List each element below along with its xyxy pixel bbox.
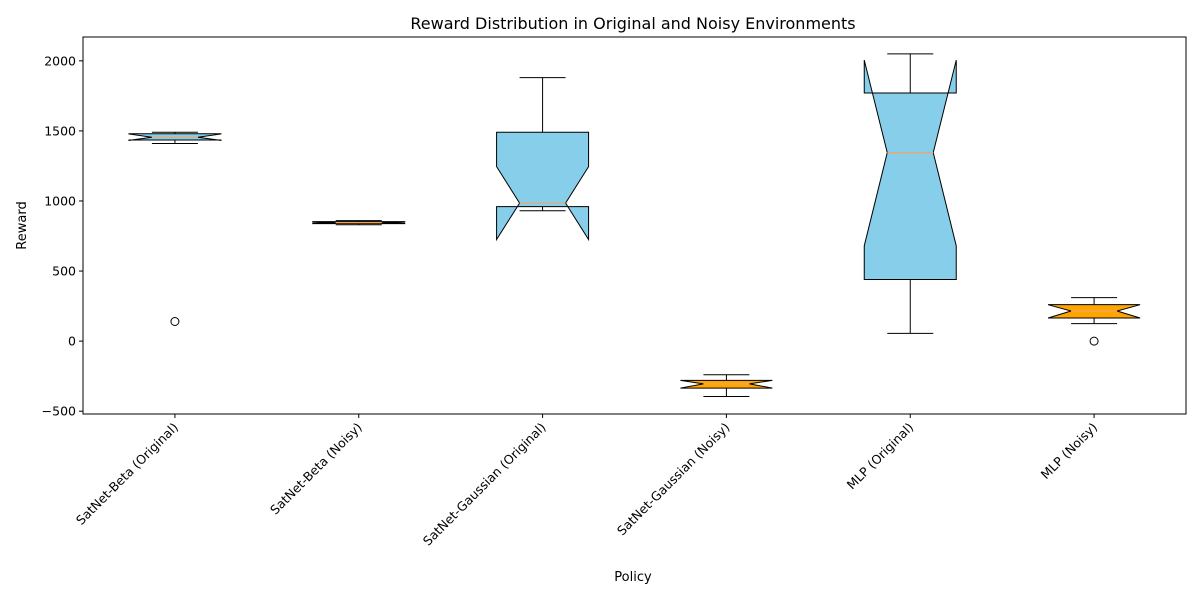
y-tick-label: 1000 — [44, 193, 76, 208]
chart-title: Reward Distribution in Original and Nois… — [410, 14, 855, 33]
x-tick-label: MLP (Noisy) — [1038, 420, 1101, 483]
y-tick-label: 0 — [68, 334, 76, 349]
x-tick-label: SatNet-Gaussian (Noisy) — [614, 420, 733, 539]
box-original — [863, 59, 957, 280]
x-axis-label: Policy — [614, 570, 652, 585]
y-tick-label: −500 — [42, 404, 76, 419]
x-tick-label: MLP (Original) — [844, 420, 917, 493]
y-tick-label: 2000 — [44, 53, 76, 68]
box-original — [496, 131, 590, 242]
y-tick-label: 500 — [52, 264, 76, 279]
outlier-point — [1089, 336, 1099, 346]
y-axis-label: Reward — [15, 201, 30, 249]
x-tick-label: SatNet-Gaussian (Original) — [420, 420, 549, 549]
x-tick-label: SatNet-Beta (Original) — [73, 420, 181, 528]
outlier-point — [170, 317, 180, 327]
plot-frame — [82, 36, 1187, 415]
x-tick-label: SatNet-Beta (Noisy) — [267, 420, 365, 518]
plot-area — [128, 53, 1141, 397]
y-tick-label: 1500 — [44, 123, 76, 138]
